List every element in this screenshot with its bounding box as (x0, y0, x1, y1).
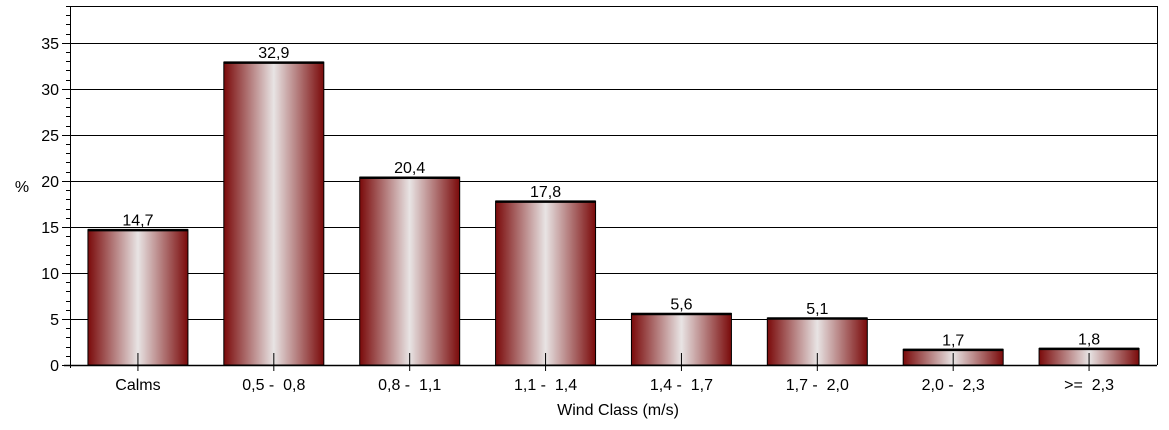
data-label: 1,7 (942, 332, 964, 349)
x-axis-label: Wind Class (m/s) (557, 402, 679, 419)
y-tick-label: 15 (41, 220, 59, 237)
y-tick-label: 35 (41, 36, 59, 53)
data-label: 20,4 (394, 160, 425, 177)
labels: 0 5 10 15 20 25 30 35 14,7 Calms 32,9 0,5 - 0,8 20,4… (41, 36, 1114, 394)
x-tick-label: 1,1 - 1,4 (514, 377, 577, 394)
y-tick-label: 0 (50, 358, 59, 375)
y-tick-label: 5 (50, 312, 59, 329)
data-label: 32,9 (258, 45, 289, 62)
y-tick-label: 25 (41, 128, 59, 145)
data-label: 14,7 (122, 213, 153, 230)
data-label: 5,1 (806, 301, 828, 318)
bar (359, 176, 461, 366)
x-tick-label: 0,5 - 0,8 (242, 377, 305, 394)
x-tick-label: Calms (115, 377, 160, 394)
data-label: 5,6 (670, 296, 692, 313)
x-tick-label: 0,8 - 1,1 (378, 377, 441, 394)
bars (87, 61, 1140, 366)
axes (62, 6, 1158, 371)
y-tick-label: 10 (41, 266, 59, 283)
bar (495, 200, 597, 366)
y-tick-label: 20 (41, 174, 59, 191)
bar (223, 61, 325, 366)
data-label: 1,8 (1078, 331, 1100, 348)
x-tick-label: 2,0 - 2,3 (922, 377, 985, 394)
data-label: 17,8 (530, 184, 561, 201)
x-tick-label: 1,4 - 1,7 (650, 377, 713, 394)
y-tick-label: 30 (41, 82, 59, 99)
y-axis-label: % (15, 179, 29, 196)
bar (87, 229, 189, 366)
x-tick-label: 1,7 - 2,0 (786, 377, 849, 394)
x-tick-label: >= 2,3 (1064, 377, 1114, 394)
